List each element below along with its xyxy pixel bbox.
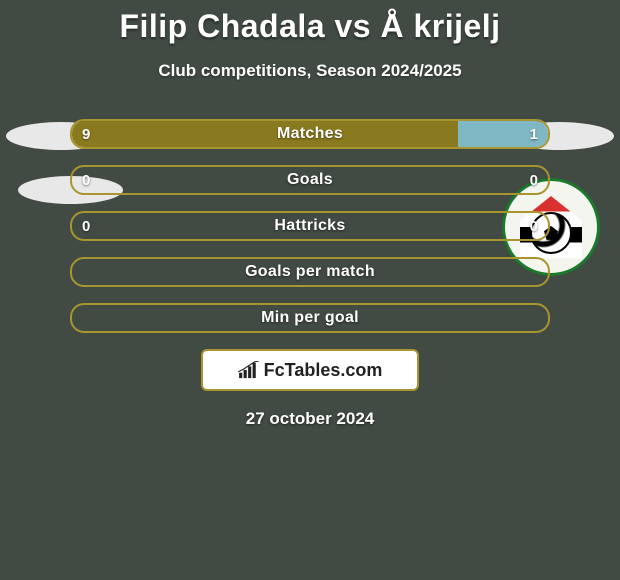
bar-chart-icon bbox=[238, 361, 260, 379]
subtitle: Club competitions, Season 2024/2025 bbox=[0, 61, 620, 81]
brand-pre: Fc bbox=[264, 360, 285, 380]
stat-label: Min per goal bbox=[72, 309, 548, 327]
brand-box: FcTables.com bbox=[201, 349, 419, 391]
date-text: 27 october 2024 bbox=[0, 409, 620, 429]
stat-label: Matches bbox=[72, 125, 548, 143]
stat-row: 91Matches bbox=[70, 119, 550, 149]
brand-main: Tables bbox=[285, 360, 341, 380]
stat-label: Goals per match bbox=[72, 263, 548, 281]
brand-text: FcTables.com bbox=[264, 360, 383, 381]
brand-suffix: .com bbox=[340, 360, 382, 380]
stat-row: 00Hattricks bbox=[70, 211, 550, 241]
stat-row: 00Goals bbox=[70, 165, 550, 195]
stats-container: 91Matches 00Goals 00Hattricks Goals per mat… bbox=[70, 119, 550, 333]
stat-row: Min per goal bbox=[70, 303, 550, 333]
stat-label: Goals bbox=[72, 171, 548, 189]
stat-row: Goals per match bbox=[70, 257, 550, 287]
page-title: Filip Chadala vs Å krijelj bbox=[0, 0, 620, 45]
stat-label: Hattricks bbox=[72, 217, 548, 235]
